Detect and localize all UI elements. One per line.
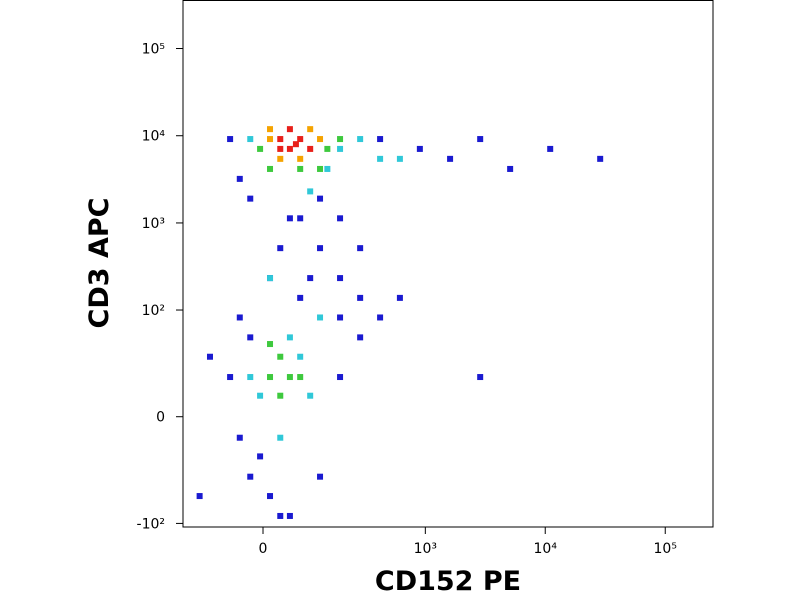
data-point [286, 126, 293, 133]
x-tick-label: 10³ [414, 541, 437, 557]
y-tick-label: 10⁴ [142, 129, 166, 145]
data-point [317, 473, 324, 480]
data-point [267, 374, 274, 381]
y-tick-label: -10² [137, 516, 165, 532]
data-point [324, 145, 331, 152]
data-point [292, 141, 299, 148]
data-point [247, 334, 254, 341]
x-tick-label: 0 [259, 541, 268, 557]
data-point [337, 275, 344, 282]
data-point [324, 165, 331, 172]
plot-frame [182, 0, 714, 528]
data-point [277, 245, 284, 252]
data-point [257, 392, 264, 399]
data-point [477, 374, 484, 381]
y-tick-label: 0 [156, 410, 165, 426]
data-point [257, 453, 264, 460]
data-point [317, 245, 324, 252]
data-point [267, 165, 274, 172]
data-point [247, 136, 254, 143]
data-point [547, 145, 554, 152]
x-axis-title: CD152 PE [375, 566, 521, 597]
data-point [357, 136, 364, 143]
data-point [307, 275, 314, 282]
y-tick-label: 10³ [142, 216, 165, 232]
data-point [447, 155, 454, 162]
data-point [286, 512, 293, 519]
data-point [297, 215, 304, 222]
data-point [307, 145, 314, 152]
data-point [396, 155, 403, 162]
data-point [236, 314, 243, 321]
data-point [286, 145, 293, 152]
data-point [196, 493, 203, 500]
data-point [267, 126, 274, 133]
y-tick-label: 10⁵ [142, 42, 165, 58]
x-tick-label: 10⁵ [654, 541, 677, 557]
data-point [337, 136, 344, 143]
data-point [337, 215, 344, 222]
data-point [236, 175, 243, 182]
data-point [227, 136, 234, 143]
data-point [277, 512, 284, 519]
data-point [307, 126, 314, 133]
data-point [297, 165, 304, 172]
data-point [297, 353, 304, 360]
data-point [277, 392, 284, 399]
data-point [396, 294, 403, 301]
data-point [286, 334, 293, 341]
data-point [247, 195, 254, 202]
data-point [277, 145, 284, 152]
data-point [597, 155, 604, 162]
data-point [247, 374, 254, 381]
data-point [277, 353, 284, 360]
data-point [377, 136, 384, 143]
data-point [507, 165, 514, 172]
data-point [227, 374, 234, 381]
data-point [277, 434, 284, 441]
data-point [337, 145, 344, 152]
y-tick-label: 10² [142, 303, 165, 319]
data-point [267, 341, 274, 348]
data-point [307, 188, 314, 195]
data-point [297, 294, 304, 301]
data-point [236, 434, 243, 441]
data-point [317, 314, 324, 321]
data-point [317, 195, 324, 202]
data-point [267, 493, 274, 500]
data-point [257, 145, 264, 152]
data-point [277, 136, 284, 143]
data-point [277, 155, 284, 162]
data-point [267, 275, 274, 282]
data-point [377, 155, 384, 162]
data-point [247, 473, 254, 480]
data-point [357, 245, 364, 252]
y-axis-title: CD3 APC [84, 198, 115, 329]
data-point [286, 374, 293, 381]
data-point [357, 294, 364, 301]
data-point [297, 136, 304, 143]
data-point [377, 314, 384, 321]
x-tick-label: 10⁴ [534, 541, 558, 557]
data-point [337, 374, 344, 381]
data-point [317, 136, 324, 143]
data-point [267, 136, 274, 143]
data-point [477, 136, 484, 143]
data-point [357, 334, 364, 341]
data-point [307, 392, 314, 399]
data-point [337, 314, 344, 321]
data-point [297, 374, 304, 381]
data-point [297, 155, 304, 162]
data-point [286, 215, 293, 222]
data-point [206, 353, 213, 360]
data-point [416, 145, 423, 152]
data-point [317, 165, 324, 172]
